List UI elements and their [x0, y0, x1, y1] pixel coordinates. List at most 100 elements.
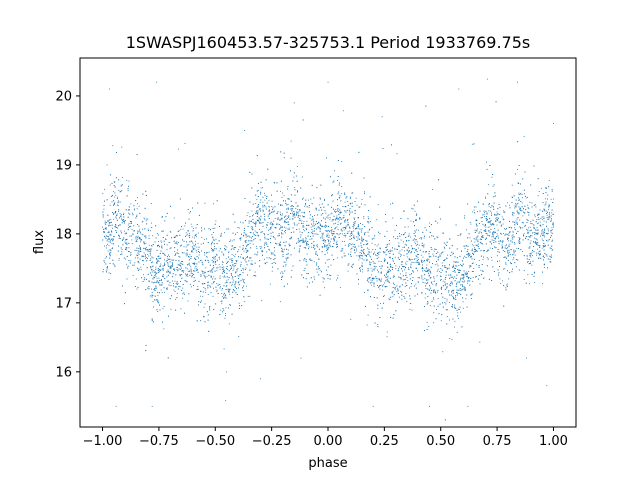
data-point: [429, 226, 430, 227]
data-point: [222, 262, 224, 263]
data-point: [108, 245, 110, 246]
data-point: [246, 246, 248, 248]
data-point: [147, 287, 149, 289]
data-point: [420, 259, 422, 261]
data-point: [205, 289, 207, 291]
data-point: [530, 184, 532, 186]
data-point: [398, 245, 400, 247]
data-point: [250, 247, 252, 249]
data-point: [213, 239, 215, 241]
data-point: [283, 195, 285, 197]
data-point: [434, 289, 436, 291]
data-point: [236, 288, 237, 290]
data-point: [164, 254, 166, 256]
data-point: [512, 241, 514, 243]
data-point: [553, 226, 554, 228]
data-point: [165, 216, 167, 218]
data-point: [400, 255, 401, 257]
data-point: [257, 210, 259, 212]
data-point: [341, 228, 343, 230]
data-point: [268, 248, 270, 250]
data-point: [366, 324, 368, 326]
data-point: [323, 199, 325, 201]
data-point: [210, 275, 212, 277]
data-point: [114, 186, 116, 188]
data-point: [401, 298, 403, 300]
data-point: [213, 287, 214, 289]
data-point: [534, 204, 536, 206]
data-point: [315, 253, 317, 255]
data-point: [488, 235, 490, 237]
data-point: [137, 269, 139, 271]
data-point: [198, 254, 200, 256]
data-point: [372, 405, 374, 407]
data-point: [282, 254, 284, 256]
data-point: [129, 221, 131, 222]
data-point: [146, 260, 148, 262]
data-point: [299, 231, 301, 233]
data-point: [482, 250, 484, 252]
data-point: [255, 245, 257, 247]
data-point: [328, 214, 330, 216]
data-point: [233, 263, 235, 264]
data-point: [176, 281, 178, 283]
data-point: [223, 270, 225, 271]
data-point: [154, 281, 155, 283]
data-point: [142, 221, 144, 222]
data-point: [151, 266, 153, 268]
data-point: [112, 212, 114, 213]
data-point: [487, 258, 489, 260]
data-point: [121, 190, 123, 192]
data-point: [370, 261, 372, 263]
data-point: [136, 208, 138, 210]
data-point: [342, 110, 344, 112]
data-point: [373, 285, 375, 287]
data-point: [159, 292, 160, 294]
data-point: [454, 320, 456, 322]
data-point: [268, 229, 270, 231]
data-point: [476, 245, 478, 247]
data-point: [249, 236, 251, 238]
data-point: [219, 287, 221, 289]
data-point: [507, 253, 509, 255]
data-point: [489, 247, 491, 249]
data-point: [313, 261, 315, 263]
data-point: [238, 302, 240, 304]
data-point: [475, 219, 477, 221]
data-point: [326, 216, 328, 218]
data-point: [167, 280, 169, 282]
data-point: [116, 213, 118, 215]
data-point: [359, 269, 361, 271]
data-point: [551, 229, 553, 231]
data-point: [495, 217, 497, 219]
data-point: [525, 224, 527, 226]
data-point: [122, 244, 124, 246]
data-point: [265, 226, 267, 228]
data-point: [187, 254, 188, 256]
data-point: [374, 251, 375, 253]
data-point: [137, 236, 138, 238]
data-point: [376, 297, 378, 299]
data-point: [359, 206, 361, 208]
data-point: [427, 258, 429, 260]
data-point: [197, 232, 199, 234]
data-point: [430, 266, 432, 268]
data-point: [320, 237, 322, 239]
data-point: [208, 330, 210, 332]
data-point: [437, 305, 439, 307]
data-point: [252, 229, 254, 231]
data-point: [533, 226, 535, 228]
data-point: [430, 271, 431, 273]
data-point: [264, 258, 265, 260]
data-point: [340, 193, 342, 195]
data-point: [236, 232, 238, 233]
data-point: [367, 231, 369, 233]
data-point: [409, 287, 410, 289]
data-point: [542, 224, 544, 226]
data-point: [445, 243, 447, 245]
data-point: [402, 246, 404, 248]
data-point: [398, 252, 400, 254]
data-point: [331, 232, 332, 234]
data-point: [151, 227, 153, 229]
data-point: [110, 233, 112, 235]
